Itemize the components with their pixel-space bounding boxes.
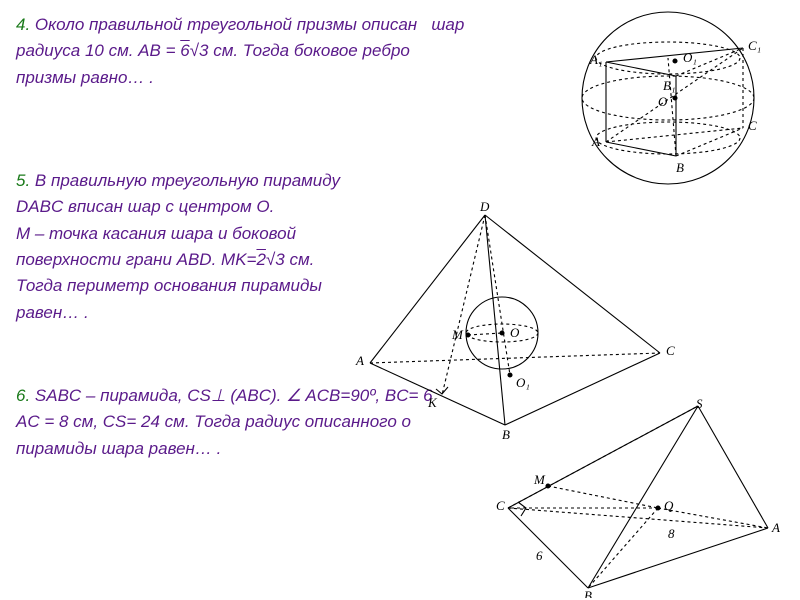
- label-O: O: [658, 94, 668, 109]
- problem-4-line2a: радиуса 10 см. AB =: [16, 41, 180, 60]
- label-D: D: [479, 199, 490, 214]
- label-six: 6: [536, 548, 543, 563]
- label-Oc: O: [510, 325, 520, 340]
- label-Cc: C: [496, 498, 505, 513]
- label-S: S: [696, 398, 703, 411]
- problem-6-number: 6.: [16, 386, 30, 405]
- problem-5-line5: Тогда периметр основания пирамиды: [16, 276, 322, 295]
- problem-6: 6. SABC – пирамида, CS⊥ (ABC). ∠ ACB=90º…: [16, 383, 526, 462]
- problem-4: 4. Около правильной треугольной призмы о…: [16, 12, 556, 91]
- problem-4-line2b: √3 см. Тогда боковое ребро: [190, 41, 410, 60]
- problem-5-line4b: √3 см.: [266, 250, 314, 269]
- label-B1: B₁: [663, 78, 675, 93]
- problem-5-line4a: поверхности грани ABD. MK=: [16, 250, 256, 269]
- problem-6-line1: SABC – пирамида, CS⊥ (ABC). ∠ ACB=90º, B…: [30, 386, 432, 405]
- problem-5-overline: 2: [256, 247, 265, 273]
- problem-4-number: 4.: [16, 15, 30, 34]
- label-eight: 8: [668, 526, 675, 541]
- label-Mc: M: [533, 472, 546, 487]
- problem-6-line2: AC = 8 см, CS= 24 см. Тогда радиус описа…: [16, 412, 411, 431]
- problem-6-line3: пирамиды шара равен… .: [16, 439, 221, 458]
- problem-5-number: 5.: [16, 171, 30, 190]
- label-C1: C₁: [748, 38, 761, 53]
- problem-4-line1: Около правильной треугольной призмы опис…: [30, 15, 464, 34]
- label-Q: Q: [664, 498, 674, 513]
- label-M: M: [451, 327, 464, 342]
- label-Bc: B: [584, 588, 592, 598]
- problem-5-line1: В правильную треугольную пирамиду: [30, 171, 340, 190]
- label-Ac: A: [771, 520, 780, 535]
- problem-4-line3: призмы равно… .: [16, 68, 154, 87]
- problem-5-line3: M – точка касания шара и боковой: [16, 224, 296, 243]
- label-O1: O₁: [683, 50, 697, 65]
- problem-5-line6: равен… .: [16, 303, 89, 322]
- problem-4-overline: 6: [180, 38, 189, 64]
- label-A1: A₁: [589, 52, 602, 67]
- problem-5: 5. В правильную треугольную пирамиду DAB…: [16, 168, 446, 326]
- problem-5-line2: DABC вписан шар с центром O.: [16, 197, 274, 216]
